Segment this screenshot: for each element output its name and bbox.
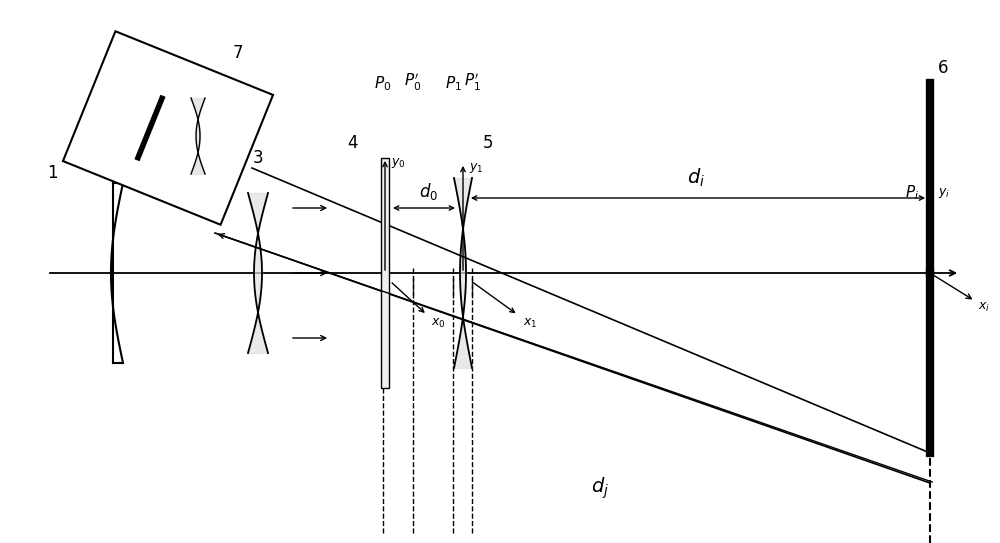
Text: $P_j$: $P_j$ (101, 110, 115, 130)
Text: 8: 8 (212, 96, 220, 110)
Text: 3: 3 (253, 149, 263, 167)
Text: $P_1'$: $P_1'$ (464, 72, 480, 93)
Text: $x_1$: $x_1$ (523, 317, 537, 330)
Text: $d_i$: $d_i$ (687, 167, 706, 189)
Bar (381, 158, 389, 388)
Text: 7: 7 (233, 44, 243, 62)
Text: $P_0$: $P_0$ (374, 74, 392, 93)
Text: $d_0$: $d_0$ (419, 180, 439, 201)
Text: 1: 1 (47, 164, 57, 182)
Text: $d_j$: $d_j$ (591, 475, 609, 501)
Text: $x_j$: $x_j$ (187, 179, 199, 193)
Text: 6: 6 (938, 59, 948, 77)
Text: $x_0$: $x_0$ (431, 317, 446, 330)
Text: $P_1$: $P_1$ (445, 74, 461, 93)
Text: 9: 9 (160, 113, 168, 127)
Text: 2: 2 (113, 149, 123, 167)
Text: $y_j$: $y_j$ (127, 60, 139, 75)
Polygon shape (63, 31, 273, 225)
Text: $P_i$: $P_i$ (905, 184, 919, 203)
Text: $x_i$: $x_i$ (978, 300, 990, 313)
Text: 4: 4 (348, 134, 358, 152)
Text: $y_1$: $y_1$ (469, 161, 483, 175)
Text: $P_0'$: $P_0'$ (404, 72, 422, 93)
Text: 5: 5 (483, 134, 493, 152)
Text: $y_0$: $y_0$ (391, 156, 406, 170)
Text: $y_i$: $y_i$ (938, 186, 950, 200)
